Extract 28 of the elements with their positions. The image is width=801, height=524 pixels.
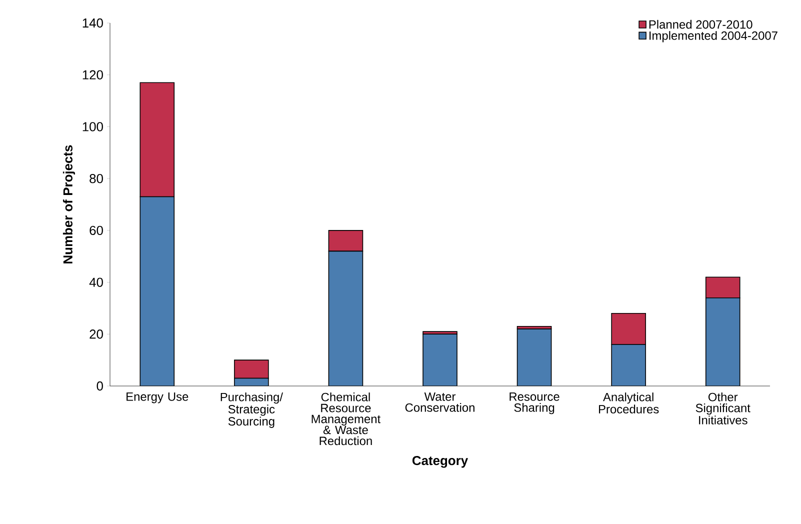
x-tick-label: Analytical Procedures [598, 392, 659, 414]
bar [140, 196, 175, 386]
bar [422, 334, 458, 386]
x-tick-label: Resource Sharing [510, 392, 560, 414]
y-tick-label: 80 [90, 174, 103, 184]
bar [611, 313, 646, 345]
bar [611, 344, 646, 386]
x-axis-title: Category [412, 456, 468, 468]
x-tick-label: Energy Use [126, 392, 188, 404]
y-tick-label: 0 [96, 381, 103, 391]
bar [328, 230, 364, 252]
x-tick-label: Water Conservation [405, 392, 474, 412]
y-tick-label: 140 [82, 18, 103, 28]
legend-label: Planned 2007-2010 [649, 20, 752, 29]
bar [516, 328, 552, 386]
bar [705, 297, 740, 386]
bar [234, 360, 269, 379]
x-tick-label: Purchasing/ Strategic Sourcing [220, 392, 283, 428]
x-tick-label: Chemical Resource Management & Waste Reduction [312, 392, 381, 446]
x-tick-label: Other Significant Initiatives [696, 392, 750, 424]
legend-label: Implemented 2004-2007 [650, 31, 778, 42]
y-tick-label: 120 [82, 70, 103, 80]
y-tick-label: 40 [89, 278, 103, 287]
y-axis-title: Number of Projects [62, 145, 76, 264]
y-tick-label: 100 [82, 122, 103, 132]
bar [328, 250, 364, 386]
y-tick-label: 20 [90, 330, 103, 339]
y-tick-label: 60 [90, 226, 103, 236]
